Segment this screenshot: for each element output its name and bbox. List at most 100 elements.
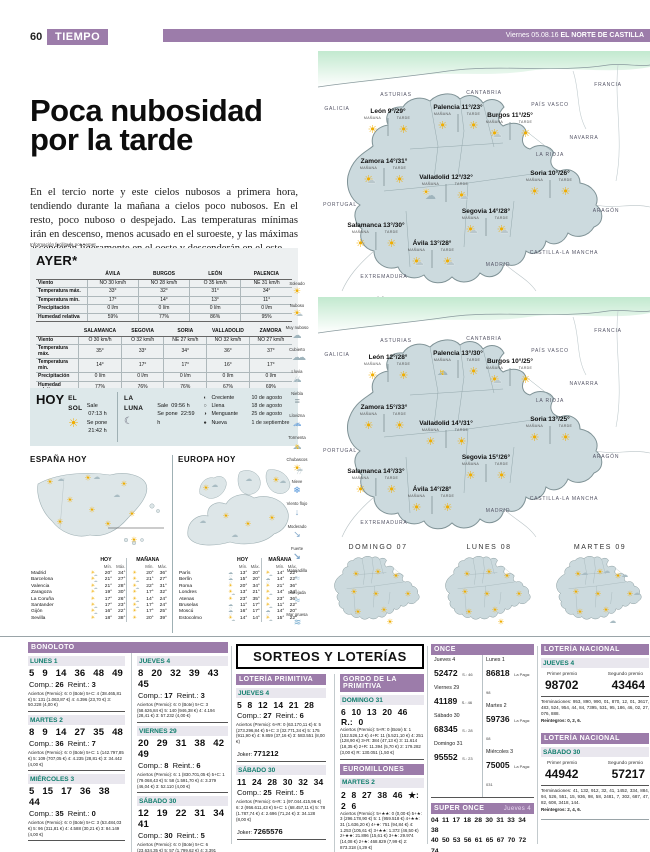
once-result: Miércoles 3 75005 La Paga: 031 [486,749,531,787]
weather-icon: ☀ [228,596,233,602]
weather-icon-afternoon: ☀ [394,174,405,186]
legend-item: Nuboso ☀ ☁ [282,303,312,319]
weather-icon-afternoon: ☀ ☁ [442,256,455,268]
map-city: Segovia 14°/28° MAÑANA ☀ ☁ TARDE ☀ ☁ [461,208,511,236]
city-weather-row: Estocolmo ☀ ☁ 14° 14° ☀ ☁ 15° 22° [179,615,297,622]
super-once-numbers: 04 11 17 18 28 30 31 33 34 38 40 50 53 5… [431,817,527,852]
gordo-detail: Aciertos (Premio): 5+R: 0 (Bote) 5: 1 (1… [340,727,424,760]
weather-icon: ☁ ╱╱ [228,577,233,585]
ln1-terminaciones: Terminaciones: 953, 890, 990, 01, 870, 1… [541,699,649,717]
legend-item: Marejadilla ≈ [282,568,312,584]
header-date: Viernes 05.08.16 [505,32,559,39]
legend-icon: ❄ [293,484,301,495]
gordo-day: DOMINGO 31 [340,695,424,705]
divider [231,646,232,844]
region-label: CASTILLA-LA MANCHA [529,250,599,256]
legend-item: Soleado ☀ [282,281,312,297]
city-weather-row: Berlín ☁ ╱╱ 15° 20° ☁ ╱╱ 14° 22° [179,576,297,585]
table-row: Precipitación 0 l/m 0 l/m 0 l/m 0 l/m 0 … [36,372,292,381]
moon-icon: ☾ [124,415,134,427]
sun-moon-box: HOY EL SOL ☀ Sale 07:13 h Se pone 21:42 … [30,388,298,446]
weather-icon-afternoon: ☀ [560,432,571,444]
weather-icon-afternoon: ☀ [398,124,409,136]
europa-title: EUROPA HOY [178,455,236,464]
table-row: Temperatura máx. 35° 33° 34° 36° 37° [36,344,292,359]
map-city: Valladolid 12°/32° MAÑANA ☁ ☀ TARDE ☀ ☁ [419,174,473,202]
legend-icon: ☀ [292,286,302,297]
legend-icon: ↘ [293,528,301,539]
weather-icon: ☀ ☁ [260,602,274,609]
legend-icon: ☀ ☁ [292,308,304,319]
page-number: 60 [30,31,43,43]
map-city: Segovia 15°/26° MAÑANA ☀ TARDE ☀ [461,454,511,482]
ln1-day: JUEVES 4 [541,658,649,668]
mini-map-domingo: DOMINGO 07 ☀ ☀ ☀ ☀ ☀ ☀ ☀ ☀ ☀ [328,544,428,628]
map-manana-regions: GALICIA ASTURIAS CANTABRIA PAÍS VASCO FR… [318,296,650,538]
weather-icon-morning: ☀ ☁ [489,128,502,140]
city-weather-row: Roma ☀ 20° 34° ☀ 21° 36° [179,583,297,590]
region-label: MADRID [485,262,511,268]
weather-icon: ☁ ╱╱ [228,602,233,610]
lottery-draw: MARTES 2 8 9 14 27 35 48 Comp.: 36 Reint… [28,715,125,772]
map-manana-cities: León 12°/28° MAÑANA ☀ TARDE ☀ Palencia 13°… [318,296,650,538]
weather-icon: ☀ ☁ [260,570,274,577]
city-weather-row: Sevilla ☀ 18° 38° ☀ 20° 39° [31,615,167,622]
once-col-right: Lunes 1 86818 La Paga: 98 Martes 2 59736… [482,655,534,797]
city-weather-row: Zaragoza ☀ 19° 30° ☀ 17° 32° [31,589,167,597]
ln2-day: SÁBADO 30 [541,747,649,758]
ayer-table-1: ÁVILA BURGOS LEÓN PALENCIA Viento NO 30 … [36,271,292,322]
city-weather-row: La Coruña ☀ 17° 26° ☀ ☁ 14° 24° [31,596,167,603]
map-hoy-regions: GALICIA ASTURIAS CANTABRIA PAÍS VASCO FR… [318,50,650,292]
weather-icon-afternoon: ☀ [468,120,479,132]
weather-icon: ☁ ╱╱ [228,609,233,617]
moon-phase-row: ○ Llena 18 de agosto [203,403,283,410]
mini-map-lunes: LUNES 08 ☀ ☀ ☀ ☀ ☀ ☀ ☀ ☀ ☀ [439,544,539,628]
moon-phase-row: ◑ Menguante 25 de agosto [203,411,283,418]
weather-icon-afternoon: ☀ [442,502,453,514]
once-col-left: Jueves 4 52472 S.: 46 Viernes 29 41189 S… [431,655,482,797]
weather-icon-morning: ☁ ☀ [422,187,436,202]
region-label: CANTABRIA [466,90,502,96]
map-hoy-cities: León 9°/29° MAÑANA ☀ TARDE ☀ Palencia 11°/… [318,50,650,292]
weather-icon: ☀ ☁ [90,583,98,590]
ln1-header: LOTERÍA NACIONAL [541,644,649,655]
weather-icon-morning: ☀ [425,436,436,448]
city-weather-row: Moscú ☁ ╱╱ 16° 17° ☁ ╱╱ 14° 20° [179,609,297,617]
espana-table: HOY MAÑANA Mín. Máx. Mín. Máx. Madrid ☀ ☁ 20°… [31,557,168,622]
bonoloto-header: BONOLOTO [28,642,228,653]
bonoloto-col-right: JUEVES 4 8 20 32 39 43 45 Comp.: 17 Rein… [131,653,228,852]
region-label: EXTREMADURA [360,274,408,280]
legend-item: Lluvia ☁ ╱╱ [282,369,312,385]
city-weather-row: Barcelona ☀ ☁ 21° 27° ☀ ☁ 21° 27° [31,576,167,584]
city-weather-row: Madrid ☀ ☁ 20° 34° ☀ 20° 36° [31,570,167,577]
legend-icon: ≋ [293,616,301,627]
weather-icon-morning: ☀ [367,124,378,136]
legend-icon: ☁ ╱╱ [292,418,302,429]
region-label: MADRID [485,508,511,514]
legend-icon: ☁ [292,330,302,341]
region-label: LA RIOJA [535,152,565,158]
once-result: Viernes 29 41189 S.: 46 [434,685,473,706]
weather-icon-morning: ☁ ↯ [437,366,448,378]
article-headline: Poca nubosidad por la tarde [30,93,263,158]
moon-phase-row: ● Nueva 1 de septiembre [203,419,290,426]
weather-icon-morning: ☀ [355,238,366,250]
ln2-header: LOTERÍA NACIONAL [541,733,649,745]
region-label: EXTREMADURA [360,520,408,526]
weather-icon: ☀ [126,570,142,577]
ln2-first-prize: 44942 [545,767,579,782]
map-city: Burgos 11°/25° MAÑANA ☀ ☁ TARDE ☀ [485,112,533,140]
weather-icon: ☀ ☁ [90,570,98,577]
region-label: ASTURIAS [380,338,412,344]
moon-phase-icon: ○ [203,403,207,410]
legend-item: Nieve ❄ [282,480,312,495]
map-city: Valladolid 14°/31° MAÑANA ☀ TARDE ☀ [419,420,473,448]
weather-icon-afternoon: ☀ [456,436,467,448]
weather-legend: Soleado ☀ Nuboso ☀ ☁ Muy nuboso ☁ Cubiert… [282,281,312,635]
weather-icon-afternoon: ☀ [520,374,531,386]
lottery-draw: JUEVES 4 8 20 32 39 43 45 Comp.: 17 Rein… [137,656,228,724]
weather-icon: ☀ ☁ [126,583,142,590]
weather-icon: ☀ [126,609,142,616]
weather-icon-morning: ☀ ☁ [465,224,478,236]
